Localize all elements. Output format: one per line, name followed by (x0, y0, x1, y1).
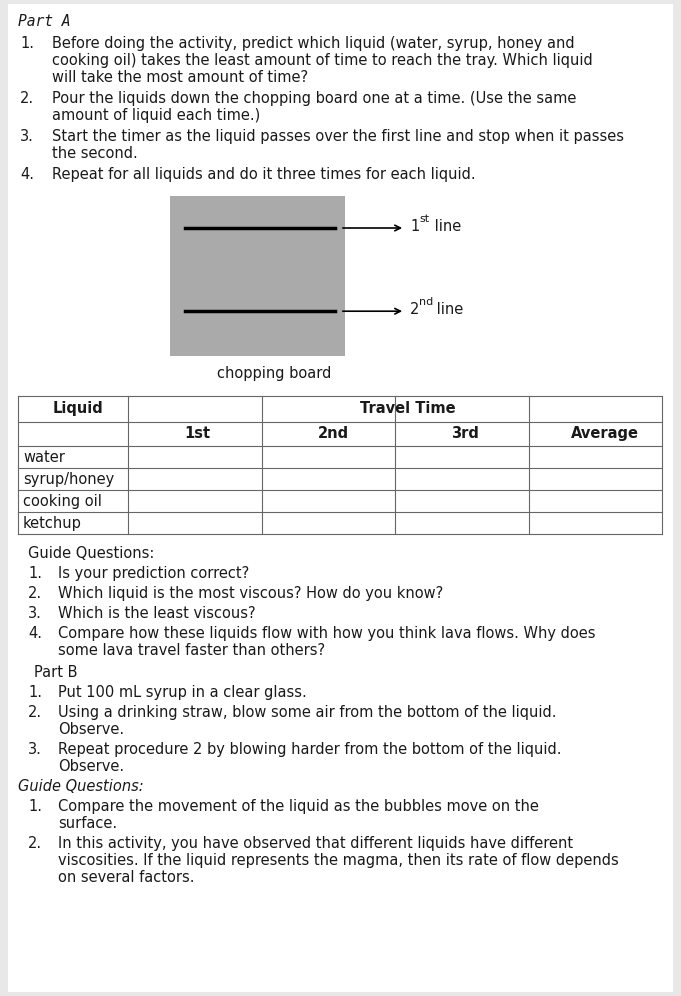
Text: line: line (432, 302, 463, 317)
Text: 1.: 1. (28, 799, 42, 814)
Text: 2.: 2. (20, 91, 34, 106)
Text: surface.: surface. (58, 816, 117, 831)
Text: 1.: 1. (20, 36, 34, 51)
Text: Using a drinking straw, blow some air from the bottom of the liquid.: Using a drinking straw, blow some air fr… (58, 705, 556, 720)
Text: 3.: 3. (28, 742, 42, 757)
Text: 2: 2 (410, 302, 419, 317)
Text: Average: Average (571, 426, 639, 441)
Text: Put 100 mL syrup in a clear glass.: Put 100 mL syrup in a clear glass. (58, 685, 306, 700)
Text: Which liquid is the most viscous? How do you know?: Which liquid is the most viscous? How do… (58, 586, 443, 601)
Text: 4.: 4. (20, 167, 34, 182)
Text: Guide Questions:: Guide Questions: (28, 546, 155, 561)
Text: Travel Time: Travel Time (360, 401, 456, 416)
Text: Start the timer as the liquid passes over the first line and stop when it passes: Start the timer as the liquid passes ove… (52, 129, 624, 144)
Text: Pour the liquids down the chopping board one at a time. (Use the same: Pour the liquids down the chopping board… (52, 91, 576, 106)
Text: ketchup: ketchup (23, 516, 82, 531)
Text: cooking oil: cooking oil (23, 494, 102, 509)
Text: 1.: 1. (28, 685, 42, 700)
Text: syrup/honey: syrup/honey (23, 472, 114, 487)
Text: Observe.: Observe. (58, 722, 124, 737)
Text: 1: 1 (410, 219, 419, 234)
Text: nd: nd (419, 297, 433, 307)
Text: on several factors.: on several factors. (58, 870, 195, 885)
Text: 3.: 3. (20, 129, 34, 144)
Text: Part A: Part A (18, 14, 71, 29)
Text: cooking oil) takes the least amount of time to reach the tray. Which liquid: cooking oil) takes the least amount of t… (52, 53, 592, 68)
Text: Compare the movement of the liquid as the bubbles move on the: Compare the movement of the liquid as th… (58, 799, 539, 814)
Text: the second.: the second. (52, 146, 138, 161)
Text: Is your prediction correct?: Is your prediction correct? (58, 566, 249, 581)
Text: 2.: 2. (28, 836, 42, 851)
Text: amount of liquid each time.): amount of liquid each time.) (52, 108, 260, 123)
Text: will take the most amount of time?: will take the most amount of time? (52, 70, 308, 85)
Text: 1.: 1. (28, 566, 42, 581)
Text: 3rd: 3rd (452, 426, 479, 441)
Text: 4.: 4. (28, 626, 42, 641)
Text: Repeat for all liquids and do it three times for each liquid.: Repeat for all liquids and do it three t… (52, 167, 475, 182)
Text: Observe.: Observe. (58, 759, 124, 774)
Text: Part B: Part B (34, 665, 78, 680)
Text: 1st: 1st (185, 426, 210, 441)
Text: water: water (23, 450, 65, 465)
Text: Repeat procedure 2 by blowing harder from the bottom of the liquid.: Repeat procedure 2 by blowing harder fro… (58, 742, 562, 757)
Text: Which is the least viscous?: Which is the least viscous? (58, 606, 255, 621)
Text: chopping board: chopping board (217, 366, 332, 381)
Text: viscosities. If the liquid represents the magma, then its rate of flow depends: viscosities. If the liquid represents th… (58, 853, 619, 868)
Text: Compare how these liquids flow with how you think lava flows. Why does: Compare how these liquids flow with how … (58, 626, 595, 641)
Text: 3.: 3. (28, 606, 42, 621)
Text: some lava travel faster than others?: some lava travel faster than others? (58, 643, 325, 658)
Text: st: st (419, 214, 429, 224)
Text: In this activity, you have observed that different liquids have different: In this activity, you have observed that… (58, 836, 573, 851)
Text: Before doing the activity, predict which liquid (water, syrup, honey and: Before doing the activity, predict which… (52, 36, 575, 51)
Text: 2nd: 2nd (318, 426, 349, 441)
Text: Liquid: Liquid (53, 401, 104, 416)
Text: 2.: 2. (28, 586, 42, 601)
Text: Guide Questions:: Guide Questions: (18, 779, 144, 794)
Bar (170, 196, 345, 356)
Text: 2.: 2. (28, 705, 42, 720)
Text: line: line (430, 219, 461, 234)
